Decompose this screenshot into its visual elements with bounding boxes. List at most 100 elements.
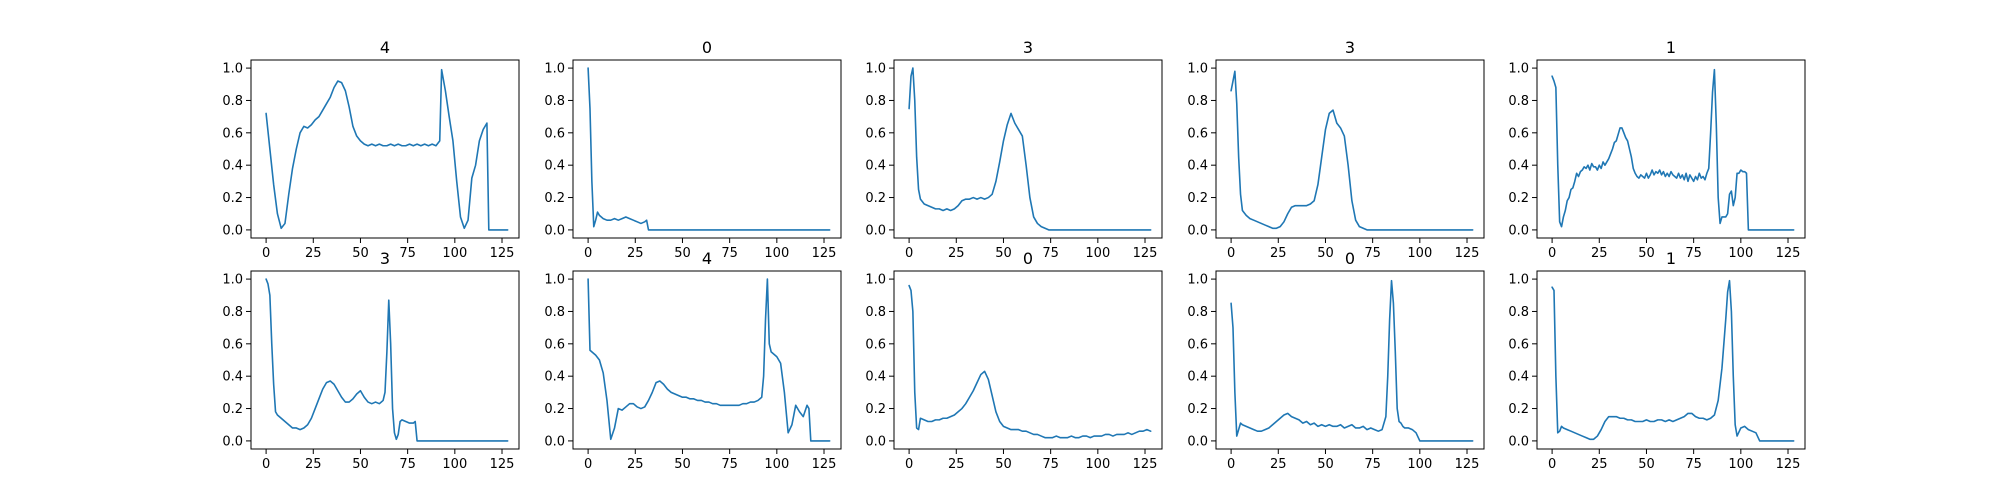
y-tick-label: 1.0 xyxy=(1508,62,1529,77)
y-tick-label: 0.4 xyxy=(222,370,243,385)
y-tick-label: 0.0 xyxy=(865,434,886,449)
x-tick-label: 75 xyxy=(721,457,738,472)
x-tick-label: 25 xyxy=(1270,457,1287,472)
y-tick-label: 0.6 xyxy=(1508,126,1529,141)
y-tick-label: 0.2 xyxy=(1187,191,1208,206)
panel-title: 4 xyxy=(380,38,390,57)
x-tick-label: 25 xyxy=(948,246,965,261)
x-tick-label: 25 xyxy=(627,457,644,472)
series-line-1 xyxy=(908,67,1152,231)
y-tick-label: 0.4 xyxy=(1187,159,1208,174)
axes-frame xyxy=(1536,59,1806,239)
x-tick-label: 25 xyxy=(948,457,965,472)
x-tick-label: 0 xyxy=(584,457,592,472)
axes-frame xyxy=(893,270,1163,450)
series-line-1 xyxy=(1551,279,1795,442)
x-tick-label: 50 xyxy=(1317,457,1334,472)
y-tick-label: 1.0 xyxy=(1187,273,1208,288)
y-tick-label: 0.6 xyxy=(544,337,565,352)
x-tick-label: 125 xyxy=(1776,246,1801,261)
series-line-1 xyxy=(1230,279,1474,442)
axes-frame xyxy=(1215,59,1485,239)
panel-title: 0 xyxy=(702,38,712,57)
chart-panel-5: 0 25 50 75 100 125 0.0 0.2 0.4 0.6 0.8 1.0 1 xyxy=(1508,38,1806,261)
x-tick-label: 50 xyxy=(1638,457,1655,472)
x-tick-label: 25 xyxy=(1591,246,1608,261)
x-tick-label: 75 xyxy=(1364,246,1381,261)
axes-frame xyxy=(1215,270,1485,450)
y-tick-label: 0.4 xyxy=(1508,370,1529,385)
y-tick-label: 0.8 xyxy=(1508,94,1529,109)
panel-title: 4 xyxy=(702,249,712,268)
x-tick-label: 50 xyxy=(1317,246,1334,261)
x-tick-label: 25 xyxy=(305,246,322,261)
y-tick-label: 0.6 xyxy=(222,126,243,141)
x-tick-label: 50 xyxy=(674,457,691,472)
axes-frame xyxy=(250,270,520,450)
y-tick-label: 0.0 xyxy=(1508,223,1529,238)
chart-panel-9: 0 25 50 75 100 125 0.0 0.2 0.4 0.6 0.8 1.0 0 xyxy=(1187,249,1485,472)
y-tick-label: 1.0 xyxy=(222,62,243,77)
x-tick-label: 100 xyxy=(1085,246,1110,261)
y-tick-label: 0.4 xyxy=(222,159,243,174)
x-tick-label: 100 xyxy=(764,457,789,472)
y-tick-label: 0.8 xyxy=(1187,94,1208,109)
chart-panel-2: 0 25 50 75 100 125 0.0 0.2 0.4 0.6 0.8 1.0 0 xyxy=(544,38,842,261)
x-tick-label: 75 xyxy=(1042,457,1059,472)
x-tick-label: 75 xyxy=(1685,457,1702,472)
x-tick-label: 0 xyxy=(905,246,913,261)
x-tick-label: 125 xyxy=(490,457,515,472)
y-tick-label: 0.0 xyxy=(544,434,565,449)
x-tick-label: 125 xyxy=(812,457,837,472)
y-tick-label: 0.2 xyxy=(865,402,886,417)
y-tick-label: 0.2 xyxy=(222,191,243,206)
series-line-1 xyxy=(265,278,509,442)
y-tick-label: 0.2 xyxy=(544,191,565,206)
panel-title: 3 xyxy=(1023,38,1033,57)
y-tick-label: 0.8 xyxy=(544,94,565,109)
y-tick-label: 0.0 xyxy=(1187,223,1208,238)
y-tick-label: 0.6 xyxy=(544,126,565,141)
y-tick-label: 0.2 xyxy=(1187,402,1208,417)
x-tick-label: 75 xyxy=(1364,457,1381,472)
panel-title: 3 xyxy=(380,249,390,268)
chart-panel-10: 0 25 50 75 100 125 0.0 0.2 0.4 0.6 0.8 1.0 1 xyxy=(1508,249,1806,472)
x-tick-label: 50 xyxy=(995,457,1012,472)
y-tick-label: 0.8 xyxy=(222,305,243,320)
x-tick-label: 50 xyxy=(352,246,369,261)
x-tick-label: 100 xyxy=(442,457,467,472)
x-tick-label: 100 xyxy=(442,246,467,261)
y-tick-label: 0.8 xyxy=(222,94,243,109)
y-tick-label: 0.8 xyxy=(544,305,565,320)
chart-panel-6: 0 25 50 75 100 125 0.0 0.2 0.4 0.6 0.8 1.0 3 xyxy=(222,249,520,472)
axes-frame xyxy=(572,59,842,239)
x-tick-label: 125 xyxy=(490,246,515,261)
x-tick-label: 0 xyxy=(1548,457,1556,472)
x-tick-label: 25 xyxy=(305,457,322,472)
y-tick-label: 0.0 xyxy=(865,223,886,238)
y-tick-label: 0.6 xyxy=(222,337,243,352)
y-tick-label: 0.6 xyxy=(1187,337,1208,352)
chart-panel-8: 0 25 50 75 100 125 0.0 0.2 0.4 0.6 0.8 1.0 0 xyxy=(865,249,1163,472)
panel-title: 0 xyxy=(1023,249,1033,268)
x-tick-label: 75 xyxy=(399,246,416,261)
y-tick-label: 0.4 xyxy=(1508,159,1529,174)
y-tick-label: 0.4 xyxy=(544,159,565,174)
y-tick-label: 0.6 xyxy=(865,337,886,352)
y-tick-label: 0.0 xyxy=(222,434,243,449)
x-tick-label: 125 xyxy=(1133,246,1158,261)
y-tick-label: 1.0 xyxy=(1187,62,1208,77)
x-tick-label: 125 xyxy=(1455,246,1480,261)
series-line-1 xyxy=(1230,70,1474,231)
y-tick-label: 1.0 xyxy=(1508,273,1529,288)
x-tick-label: 125 xyxy=(1455,457,1480,472)
x-tick-label: 50 xyxy=(1638,246,1655,261)
x-tick-label: 0 xyxy=(584,246,592,261)
x-tick-label: 50 xyxy=(674,246,691,261)
y-tick-label: 0.6 xyxy=(865,126,886,141)
panel-title: 1 xyxy=(1666,249,1676,268)
x-tick-label: 75 xyxy=(721,246,738,261)
x-tick-label: 25 xyxy=(1270,246,1287,261)
x-tick-label: 100 xyxy=(1085,457,1110,472)
